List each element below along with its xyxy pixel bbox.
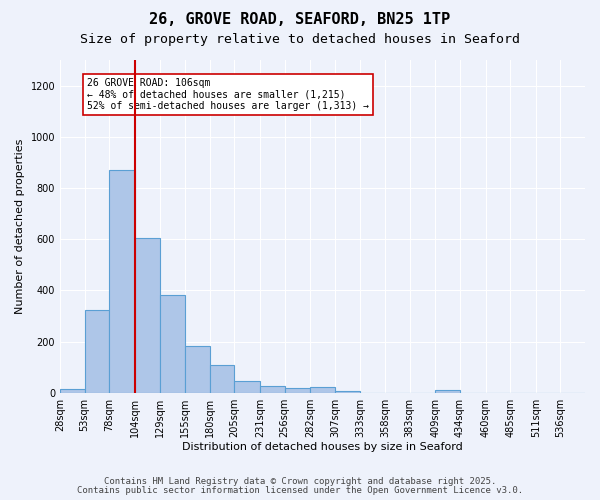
Text: Contains HM Land Registry data © Crown copyright and database right 2025.: Contains HM Land Registry data © Crown c… xyxy=(104,477,496,486)
Text: Size of property relative to detached houses in Seaford: Size of property relative to detached ho… xyxy=(80,32,520,46)
Bar xyxy=(109,170,135,392)
Bar xyxy=(335,390,361,392)
Bar xyxy=(60,389,85,392)
Bar xyxy=(210,366,235,392)
Bar xyxy=(260,386,284,392)
Y-axis label: Number of detached properties: Number of detached properties xyxy=(15,138,25,314)
Bar xyxy=(435,390,460,392)
Bar xyxy=(185,346,210,393)
Bar xyxy=(135,238,160,392)
Bar xyxy=(85,310,109,392)
Bar xyxy=(235,381,260,392)
Text: 26, GROVE ROAD, SEAFORD, BN25 1TP: 26, GROVE ROAD, SEAFORD, BN25 1TP xyxy=(149,12,451,28)
Bar xyxy=(284,388,310,392)
Text: 26 GROVE ROAD: 106sqm
← 48% of detached houses are smaller (1,215)
52% of semi-d: 26 GROVE ROAD: 106sqm ← 48% of detached … xyxy=(86,78,368,111)
X-axis label: Distribution of detached houses by size in Seaford: Distribution of detached houses by size … xyxy=(182,442,463,452)
Bar xyxy=(160,296,185,392)
Text: Contains public sector information licensed under the Open Government Licence v3: Contains public sector information licen… xyxy=(77,486,523,495)
Bar xyxy=(310,387,335,392)
